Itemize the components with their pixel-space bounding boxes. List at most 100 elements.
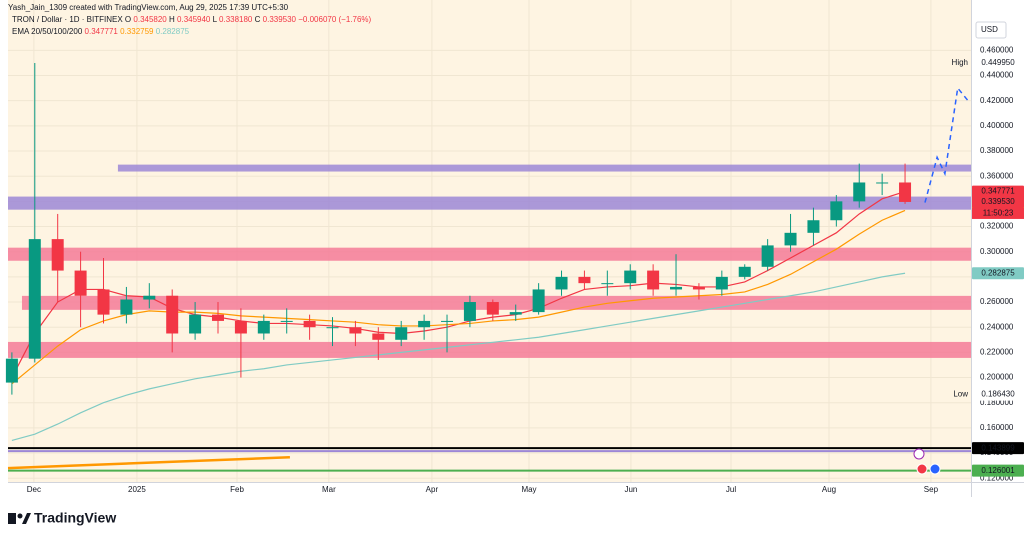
ohlc-value: 0.338180 [219,15,253,24]
zone [8,247,971,261]
ohlc-key: C [255,15,261,24]
y-tick-label: 0.440000 [980,71,1014,80]
logo-shape [22,513,31,524]
credit: Yash_Jain_1309 created with TradingView.… [8,3,289,12]
candle-body [5,358,18,383]
candle-body [441,320,454,322]
price-tag-label: 0.126001 [981,466,1015,475]
zone [8,196,971,210]
candle-body [555,276,568,290]
trendline [7,455,290,470]
candle-body [784,232,797,246]
candle-body [899,182,912,202]
marks [5,62,969,442]
price-tag-label: 0.449950 [981,58,1015,67]
ohlc-value: 0.345940 [177,15,211,24]
price-tag-label: 0.339530 [981,197,1015,206]
x-tick-label: May [521,485,536,494]
price-tag [972,185,1024,198]
countdown-tag [972,207,1024,219]
candle-body [212,314,225,321]
candle-body [28,239,41,359]
candle-body [876,182,889,184]
ohlc-key: O [125,15,131,24]
y-tick-label: 0.460000 [980,45,1014,54]
candle-body [97,289,110,315]
currency-box[interactable] [975,21,1007,39]
price-tag [972,56,1024,69]
price-tag-label: 0.347771 [981,187,1015,196]
candle-body [601,283,614,285]
x-tick-label: Sep [924,485,939,494]
logo-shape [8,513,16,524]
y-tick-label: 0.160000 [980,423,1014,432]
x-tick-label: Mar [322,485,336,494]
zone [117,164,972,172]
x-tick-label: Jun [624,485,637,494]
price-tag-label: 0.143899 [981,443,1015,452]
indicator-value: 0.347771 [85,27,119,36]
x-tick-label: 2025 [128,485,146,494]
indicator-value: 0.332759 [120,27,154,36]
logo-shape [17,513,23,519]
zones [7,164,972,472]
zone [8,341,971,358]
y-tick-label: 0.380000 [980,146,1014,155]
x-tick-label: Aug [822,485,836,494]
candle-body [807,220,820,233]
candle-body [234,320,247,334]
y-tick-label: 0.360000 [980,171,1014,180]
ohlc-key: L [213,15,218,24]
candle-body [51,239,64,271]
event-icon [929,463,941,475]
price-tag [972,442,1024,455]
candle-body [303,320,316,328]
countdown: 11:50:23 [983,209,1014,218]
y-tick-label: 0.180000 [980,398,1014,407]
event-icon [916,463,928,475]
indicator-legend: EMA 20/50/100/200 0.347771 0.332759 0.28… [12,27,190,36]
ema-line [11,272,906,442]
extreme-label: Low [953,390,968,399]
axes: 0.1200000.1400000.1600000.1800000.200000… [27,45,1024,494]
currency[interactable]: USD [981,25,998,34]
indicator-name: EMA 20/50/100/200 [12,27,83,36]
x-tick-label: Jul [726,485,736,494]
ema-line [11,209,906,385]
ohlc-value: 0.339530 [263,15,297,24]
y-tick-label: 0.320000 [980,222,1014,231]
candle-body [372,333,385,340]
extreme-label: High [952,58,968,67]
x-tick-label: Apr [426,485,439,494]
candle-body [761,245,774,267]
y-tick-label: 0.260000 [980,297,1014,306]
candle-body [715,276,728,290]
projection [924,86,969,203]
candle-body [853,182,866,202]
candle-body [418,320,431,328]
event-icon [913,448,925,460]
candle-body [670,286,683,290]
price-tag [972,195,1024,208]
price-tag [972,267,1024,280]
x-tick-label: Dec [27,485,41,494]
candle-body [738,266,751,277]
candle-body [578,276,591,284]
candle-body [143,295,156,300]
price-tag-label: 0.282875 [981,268,1015,277]
logo: TradingView [8,510,116,526]
candle-body [120,299,133,315]
candle-body [463,302,476,321]
price-tag [972,388,1024,401]
candle-body [189,314,202,334]
candle-body [257,320,270,334]
candle-body [692,286,705,290]
price-change: −0.006070 (−1.76%) [298,15,371,24]
candle-body [830,201,843,221]
candle-body [509,312,522,315]
overlay [913,448,941,475]
y-tick-label: 0.120000 [980,473,1014,482]
candle-body [326,327,339,329]
y-tick-label: 0.240000 [980,322,1014,331]
